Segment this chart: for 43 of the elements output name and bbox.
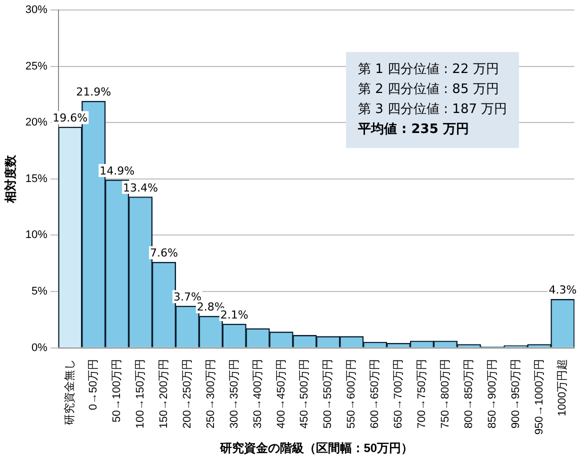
x-tick-label: 400→450万円	[275, 358, 288, 428]
x-tick-label: 150→200万円	[158, 358, 170, 428]
annotation: 第 3 四分位値 : 187 万円	[358, 101, 508, 119]
y-tick-label: 10%	[25, 229, 48, 242]
x-tick-label: 250→300万円	[204, 358, 217, 428]
x-tick-label: 650→700万円	[392, 358, 405, 428]
x-tick-label: 1000万円超	[556, 358, 569, 416]
data-label: 13.4%	[123, 181, 158, 194]
annotation: 第 2 四分位値 : 85 万円	[358, 81, 500, 99]
x-tick-label: 100→150万円	[134, 358, 147, 428]
data-label: 19.6%	[52, 111, 88, 124]
data-label: 2.1%	[220, 308, 248, 322]
y-tick-label: 15%	[25, 172, 48, 185]
data-label: 3.7%	[173, 290, 202, 304]
x-tick-label: 900→950万円	[510, 358, 522, 428]
x-tick-label: 600→650万円	[369, 358, 382, 428]
x-tick-label: 450→500万円	[298, 358, 311, 428]
data-label: 7.6%	[150, 246, 178, 260]
annotation: 平均値 : 235 万円	[358, 121, 470, 139]
x-axis-title: 研究資金の階級（区間幅：50万円）	[218, 441, 414, 456]
data-label: 21.9%	[76, 86, 112, 99]
y-tick-label: 25%	[25, 60, 48, 72]
y-axis-title: 相対度数	[4, 154, 18, 204]
y-tick-label: 20%	[25, 116, 48, 129]
x-tick-label: 750→800万円	[439, 358, 452, 428]
data-label: 4.3%	[548, 284, 577, 297]
x-tick-label: 350→400万円	[252, 358, 264, 428]
x-tick-label: 300→350万円	[228, 358, 240, 428]
y-tick-label: 5%	[32, 286, 48, 298]
x-tick-label: 950→1000万円	[533, 358, 546, 435]
x-tick-label: 50→100万円	[111, 358, 124, 422]
data-label: 14.9%	[100, 164, 135, 178]
x-tick-label: 800→850万円	[462, 358, 475, 428]
y-tick-label: 0%	[32, 342, 48, 354]
x-tick-label: 200→250万円	[181, 358, 194, 428]
y-tick-label: 30%	[25, 4, 48, 16]
x-tick-label: 850→900万円	[486, 358, 498, 428]
annotation: 第 1 四分位値 : 22 万円	[358, 61, 500, 79]
x-tick-label: 500→550万円	[322, 358, 334, 428]
x-tick-label: 700→750万円	[416, 358, 428, 428]
x-tick-label: 0→50万円	[88, 358, 100, 410]
x-tick-label: 550→600万円	[346, 358, 358, 428]
x-tick-label: 研究資金無し	[63, 358, 76, 425]
